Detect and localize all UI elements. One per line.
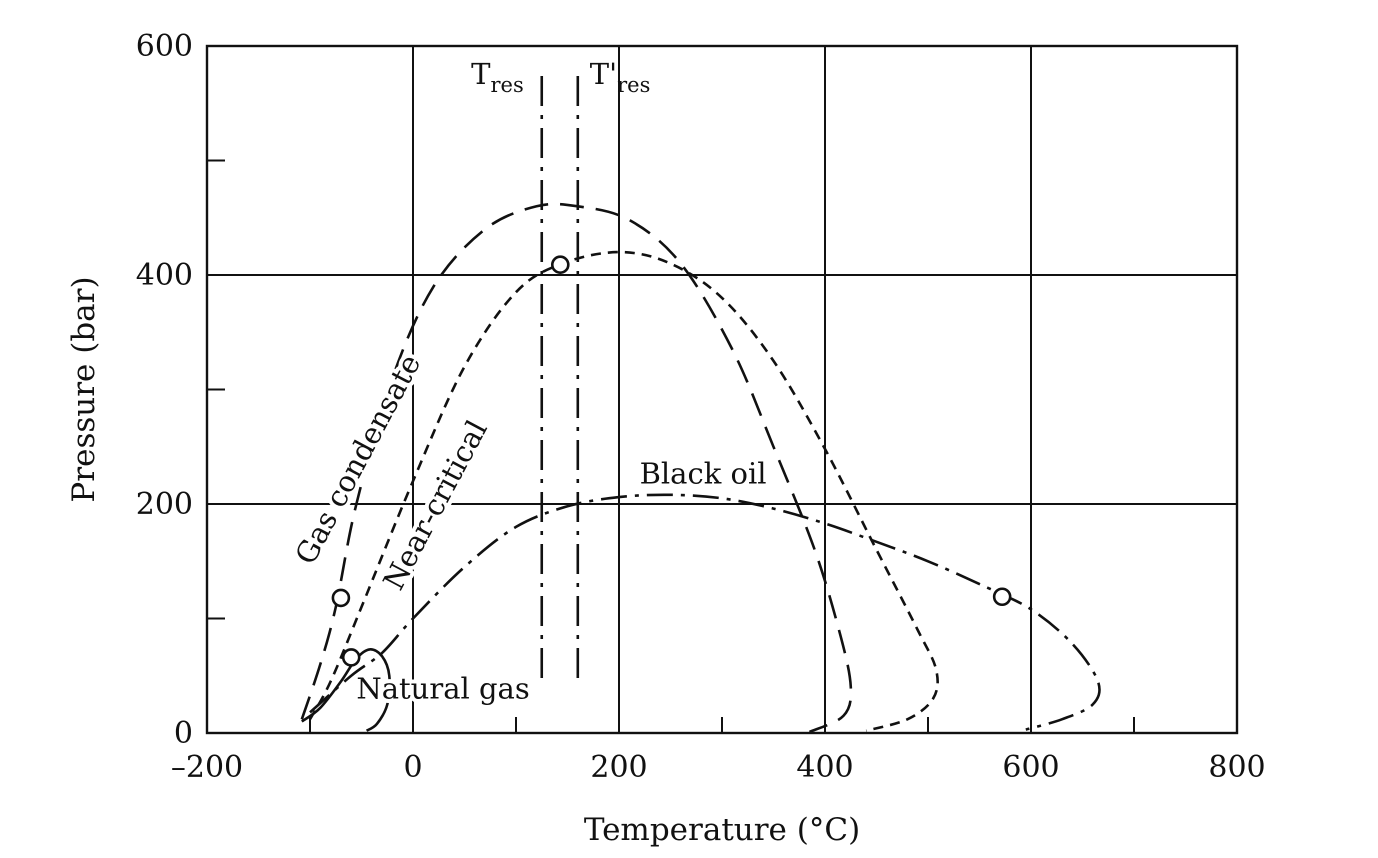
series-gas-condensate-line: [300, 202, 853, 734]
label-tres-prime: T'res: [590, 57, 651, 97]
x-tick-label: 400: [796, 750, 853, 785]
x-tick-label: 0: [403, 750, 422, 785]
y-tick-label: 200: [136, 487, 193, 522]
y-tick-label: 400: [136, 258, 193, 293]
y-axis-title: Pressure (bar): [66, 276, 102, 502]
x-tick-label: 200: [590, 750, 647, 785]
label-tres: Tres: [471, 57, 524, 97]
plot-border: [205, 44, 1239, 735]
phase-curves: [300, 71, 1101, 734]
series-natural-gas-line: [301, 648, 391, 732]
x-tick-label: –200: [171, 750, 243, 785]
critical-points: [331, 255, 1012, 667]
x-tick-label: 800: [1208, 750, 1265, 785]
y-tick-label: 600: [136, 29, 193, 64]
axis-ticks: [207, 159, 1135, 733]
critical-point-natural-gas: [341, 648, 361, 667]
plot-frame: [205, 44, 1239, 735]
critical-point-black-oil: [992, 587, 1012, 607]
label-black-oil: Black oil: [640, 456, 767, 490]
label-near-critical: Near-critical: [376, 415, 494, 596]
x-axis-title: Temperature (°C): [584, 812, 860, 848]
critical-point-near-critical: [550, 255, 570, 274]
series-near-critical-line: [308, 250, 939, 732]
x-tick-label: 600: [1002, 750, 1059, 785]
critical-point-gas-condensate: [331, 588, 351, 608]
series-black-oil-line: [309, 493, 1101, 731]
grid-lines: [207, 46, 1237, 733]
label-natural-gas: Natural gas: [356, 672, 529, 706]
y-tick-label: 0: [174, 716, 193, 751]
